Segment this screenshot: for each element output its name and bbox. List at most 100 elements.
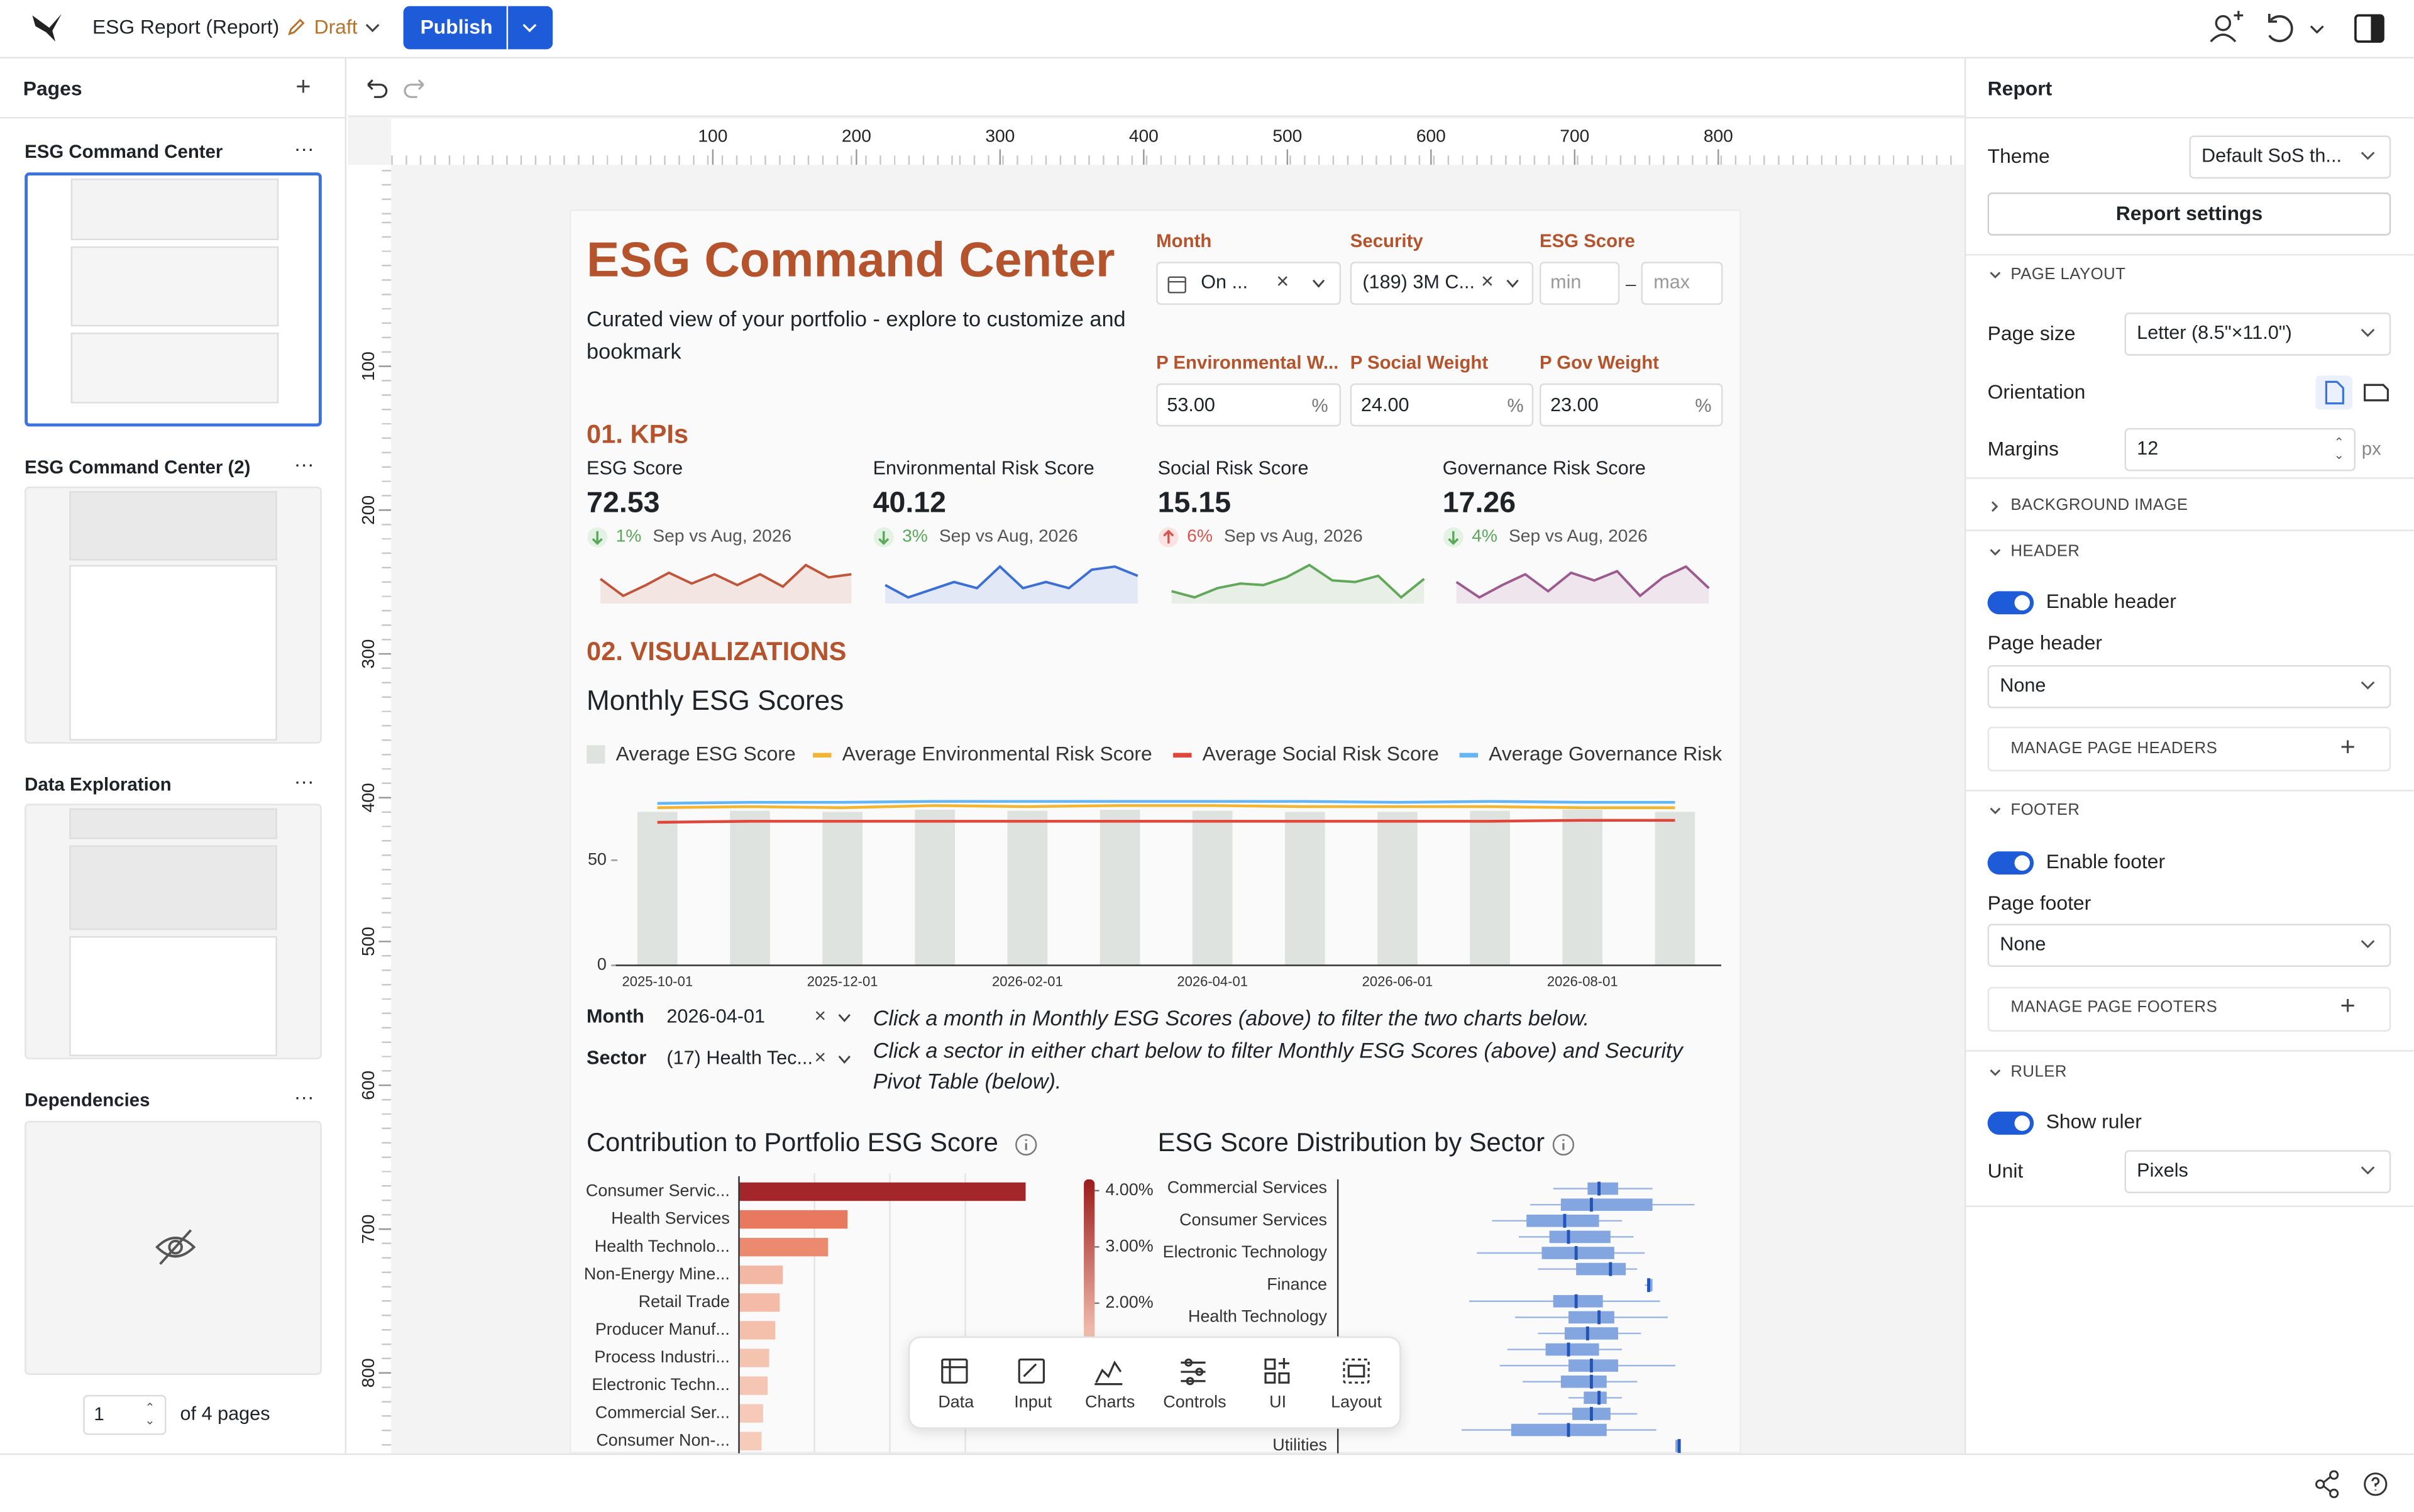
page-number[interactable]: 1 (94, 1403, 104, 1425)
box (1675, 1440, 1680, 1452)
month-value[interactable]: On ... (1201, 271, 1248, 293)
toolbar-item[interactable]: Input (1014, 1393, 1052, 1412)
max-placeholder[interactable]: max (1653, 271, 1690, 293)
page-name[interactable]: ESG Command Center (25, 140, 223, 163)
page-size-select[interactable] (2124, 312, 2391, 356)
security-value[interactable]: (189) 3M C... (1362, 271, 1475, 293)
section-title[interactable]: PAGE LAYOUT (2010, 265, 2126, 284)
min-input[interactable] (1539, 262, 1620, 305)
page-thumb[interactable] (25, 486, 322, 744)
page-name[interactable]: Data Exploration (25, 773, 172, 795)
weight-input[interactable] (1539, 383, 1723, 427)
toolbar-item[interactable]: Charts (1085, 1393, 1135, 1412)
section-title[interactable]: BACKGROUND IMAGE (2010, 496, 2188, 515)
info-icon[interactable] (1015, 1133, 1038, 1156)
publish-label[interactable]: Publish (420, 15, 493, 38)
legend-label[interactable]: Average Governance Risk Score (1489, 742, 1726, 765)
spark-area (600, 565, 852, 604)
publish-button[interactable] (403, 6, 507, 50)
toolbar-item[interactable]: Layout (1331, 1393, 1382, 1412)
spinner[interactable]: ⌃ ⌄ (2334, 436, 2345, 462)
info-icon[interactable] (1552, 1133, 1575, 1156)
kpi-name: Environmental Risk Score (873, 457, 1094, 479)
report-settings-button[interactable] (1987, 192, 2391, 236)
ruler-x-label: 700 (1560, 126, 1589, 145)
top-icons[interactable] (2208, 11, 2393, 48)
toolbar-item[interactable]: Data (938, 1393, 974, 1412)
pages-title: Pages (23, 77, 82, 100)
header-value[interactable]: None (2000, 674, 2046, 697)
month-filter[interactable] (1156, 262, 1342, 305)
label: Margins (1987, 437, 2059, 460)
ruler-y-label: 600 (358, 1071, 378, 1100)
section-title[interactable]: HEADER (2010, 542, 2080, 561)
orientation-toggle[interactable] (2315, 375, 2389, 410)
page-menu[interactable]: ··· (294, 770, 314, 793)
weight-value[interactable]: 53.00 (1167, 394, 1215, 416)
page-name[interactable]: Dependencies (25, 1089, 150, 1111)
bar (739, 1349, 769, 1367)
page-thumb[interactable] (25, 1120, 322, 1375)
toolbar-item[interactable]: Controls (1163, 1393, 1226, 1412)
unit-value[interactable]: Pixels (2137, 1159, 2188, 1181)
theme-value[interactable]: Default SoS th... (2202, 145, 2342, 167)
weight-value[interactable]: 24.00 (1360, 394, 1409, 416)
add[interactable]: + (2340, 732, 2356, 762)
clear[interactable]: × (814, 1003, 827, 1027)
add-page[interactable]: + (295, 72, 311, 101)
section-title[interactable]: RULER (2010, 1062, 2067, 1081)
footer-value[interactable]: None (2000, 933, 2046, 955)
weight-input[interactable] (1350, 383, 1534, 427)
clear[interactable]: × (1480, 268, 1494, 294)
add[interactable]: + (2340, 991, 2356, 1020)
kpi-period: Sep vs Aug, 2026 (1509, 527, 1648, 546)
undo-redo[interactable] (363, 77, 428, 98)
security-filter[interactable] (1350, 262, 1534, 305)
manage-label[interactable]: MANAGE PAGE HEADERS (2010, 739, 2218, 758)
page-menu[interactable]: ··· (294, 1085, 314, 1108)
margins-input[interactable] (2124, 428, 2356, 472)
page-thumb[interactable] (25, 172, 322, 427)
report-settings-label[interactable]: Report settings (2115, 201, 2263, 225)
filter-value[interactable]: 2026-04-01 (666, 1005, 766, 1027)
manage-label[interactable]: MANAGE PAGE FOOTERS (2010, 998, 2218, 1017)
bottom-icons[interactable] (2314, 1470, 2391, 1498)
margins-value[interactable]: 12 (2137, 437, 2159, 460)
ruler-x-label: 200 (842, 126, 871, 145)
status[interactable]: Draft (314, 15, 358, 38)
max-input[interactable] (1641, 262, 1723, 305)
manage-footers[interactable] (1987, 986, 2391, 1032)
page-name[interactable]: ESG Command Center (2) (25, 456, 251, 478)
page-menu[interactable]: ··· (294, 136, 314, 160)
ruler-x (391, 118, 1965, 165)
page-size-value[interactable]: Letter (8.5"×11.0") (2137, 322, 2292, 344)
legend-label[interactable]: Average ESG Score (615, 742, 796, 765)
header-select[interactable] (1987, 665, 2391, 709)
spinner[interactable]: ⌃ ⌄ (145, 1401, 155, 1428)
theme-select[interactable] (2189, 135, 2391, 179)
weight-input[interactable] (1156, 383, 1342, 427)
min-placeholder[interactable]: min (1550, 271, 1582, 293)
margins-unit: px (2361, 438, 2381, 460)
publish-menu[interactable] (508, 6, 553, 50)
weight-value[interactable]: 23.00 (1550, 394, 1599, 416)
legend-label[interactable]: Average Environmental Risk Score (842, 742, 1152, 765)
instruction: Click a month in Monthly ESG Scores (abo… (873, 1005, 1590, 1030)
x-tick-label: 2026-02-01 (992, 973, 1063, 989)
clear[interactable]: × (1276, 268, 1289, 294)
legend-label[interactable]: Average Social Risk Score (1202, 742, 1439, 765)
footer-select[interactable] (1987, 924, 2391, 967)
manage-headers[interactable] (1987, 726, 2391, 771)
unit-select[interactable] (2124, 1150, 2391, 1193)
sparkline (599, 563, 852, 598)
section-title[interactable]: FOOTER (2010, 801, 2080, 820)
page-number-input[interactable] (83, 1394, 167, 1435)
toolbar-item[interactable]: UI (1269, 1393, 1287, 1412)
chart-title: Contribution to Portfolio ESG Score (587, 1128, 998, 1157)
page-menu[interactable]: ··· (294, 452, 314, 476)
filter-value[interactable]: (17) Health Tec... (666, 1047, 813, 1069)
clear[interactable]: × (814, 1045, 827, 1069)
page-thumb[interactable] (25, 803, 322, 1059)
y-tick-label: 0 (597, 955, 607, 974)
